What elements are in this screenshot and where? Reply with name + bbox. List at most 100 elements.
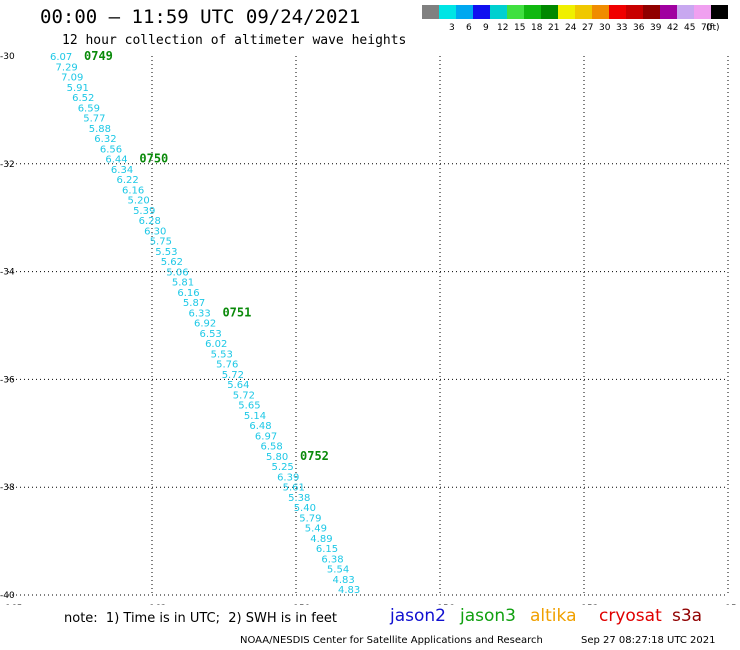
satellite-label-cryosat: cryosat <box>599 606 662 626</box>
swh-value: 5.80 <box>266 452 288 463</box>
swh-value: 5.49 <box>305 524 327 535</box>
swh-value: 5.72 <box>233 390 255 401</box>
legend-label: 6 <box>466 23 472 33</box>
legend-swatch <box>473 5 490 19</box>
swh-value: 6.38 <box>321 554 343 565</box>
swh-value: 6.33 <box>188 308 210 319</box>
legend-swatch <box>422 5 439 19</box>
swh-value: 5.25 <box>272 462 294 473</box>
swh-value: 6.16 <box>177 288 199 299</box>
swh-value: 6.97 <box>255 431 277 442</box>
legend-label: 24 <box>565 23 577 33</box>
swh-value: 6.56 <box>100 144 122 155</box>
satellite-label-s3a: s3a <box>672 606 703 626</box>
swh-value: 6.07 <box>50 52 72 63</box>
swh-value: 6.30 <box>144 226 166 237</box>
legend-label: 36 <box>633 23 645 33</box>
legend-swatch <box>609 5 626 19</box>
swh-value: 5.76 <box>216 360 238 371</box>
swh-value: 5.54 <box>327 565 349 576</box>
latitude-tick-label: -30 <box>0 52 15 62</box>
swh-value: 6.44 <box>105 155 127 166</box>
swh-value: 6.22 <box>116 175 138 186</box>
swh-value: 4.89 <box>310 534 332 545</box>
longitude-tick-label: -162 <box>146 604 166 605</box>
legend-swatch <box>711 5 728 19</box>
longitude-tick-label: -153 <box>578 604 598 605</box>
footer-organization: NOAA/NESDIS Center for Satellite Applica… <box>240 635 543 646</box>
swh-value: 5.77 <box>83 114 105 125</box>
legend-label: 9 <box>483 23 489 33</box>
longitude-tick-label: -15 <box>722 604 737 605</box>
legend-label: 21 <box>548 23 560 33</box>
swh-value: 5.75 <box>150 237 172 248</box>
units-note: note: 1) Time is in UTC; 2) SWH is in fe… <box>64 611 337 626</box>
swh-value: 5.53 <box>155 247 177 258</box>
swh-value: 6.92 <box>194 319 216 330</box>
legend-label: 39 <box>650 23 662 33</box>
latitude-tick-label: -40 <box>0 591 15 601</box>
swh-value: 5.53 <box>211 349 233 360</box>
swh-value: 7.09 <box>61 73 83 84</box>
swh-value: 5.38 <box>288 493 310 504</box>
latitude-tick-label: -38 <box>0 483 15 493</box>
legend-label: 12 <box>497 23 509 33</box>
map-subtitle: 12 hour collection of altimeter wave hei… <box>62 33 407 48</box>
swh-value: 6.16 <box>122 185 144 196</box>
latitude-tick-label: -36 <box>0 375 15 385</box>
longitude-tick-label: -159 <box>290 604 311 605</box>
latitude-tick-label: -34 <box>0 268 15 278</box>
time-label: 0749 <box>84 49 113 63</box>
time-label: 0751 <box>222 305 251 319</box>
swh-value: 5.72 <box>222 370 244 381</box>
swh-value: 7.29 <box>56 62 78 73</box>
latitude-axis: -30 -32 -34 -36 -38 -40 <box>0 52 15 601</box>
legend-swatch <box>541 5 558 19</box>
swh-value: 6.48 <box>249 421 271 432</box>
legend-label: 45 <box>684 23 696 33</box>
swh-value: 5.20 <box>128 196 150 207</box>
satellite-label-jason2: jason2 <box>390 606 446 626</box>
map-grid <box>8 56 729 596</box>
legend-label: 18 <box>531 23 543 33</box>
legend-label: 70 <box>701 23 713 33</box>
legend-swatch <box>660 5 677 19</box>
map-title: 00:00 – 11:59 UTC 09/24/2021 <box>40 6 361 28</box>
swh-value: 6.58 <box>260 442 282 453</box>
swh-value: 6.34 <box>111 165 133 176</box>
swh-value: 5.81 <box>172 278 194 289</box>
altimeter-map: -30-32-34-36-38-40 -165-162-159-156-153-… <box>0 49 737 605</box>
legend-swatch <box>694 5 711 19</box>
swh-value: 5.14 <box>244 411 266 422</box>
latitude-tick-label: -32 <box>0 160 15 170</box>
legend-swatch <box>439 5 456 19</box>
satellite-track: 6.077.297.095.916.526.595.775.886.326.56… <box>50 49 360 596</box>
footer-timestamp: Sep 27 08:27:18 UTC 2021 <box>581 635 716 646</box>
swh-value: 5.88 <box>89 124 111 135</box>
time-label: 0750 <box>139 152 168 166</box>
longitude-axis: -165 -162 -159 -156 -153 -15 <box>2 604 737 605</box>
swh-value: 5.65 <box>238 401 260 412</box>
legend-label: 42 <box>667 23 679 33</box>
legend-swatch <box>558 5 575 19</box>
swh-value: 6.28 <box>139 216 161 227</box>
swh-value: 5.87 <box>183 298 205 309</box>
legend-label: 27 <box>582 23 594 33</box>
legend-label: 33 <box>616 23 628 33</box>
swh-value: 5.39 <box>133 206 155 217</box>
legend-unit: (ft) <box>706 23 720 33</box>
swh-value: 6.02 <box>205 339 227 350</box>
legend-swatch <box>507 5 524 19</box>
swh-value: 6.32 <box>94 134 116 145</box>
swh-value: 5.62 <box>161 257 183 268</box>
legend-swatch <box>643 5 660 19</box>
swh-value: 5.79 <box>299 513 321 524</box>
swh-value: 5.64 <box>227 380 249 391</box>
satellite-label-altika: altika <box>530 606 577 626</box>
legend-label: 15 <box>514 23 526 33</box>
legend-label: 30 <box>599 23 611 33</box>
legend-swatch <box>626 5 643 19</box>
legend-swatch <box>592 5 609 19</box>
legend-swatch <box>575 5 592 19</box>
swh-value: 4.83 <box>332 575 354 586</box>
